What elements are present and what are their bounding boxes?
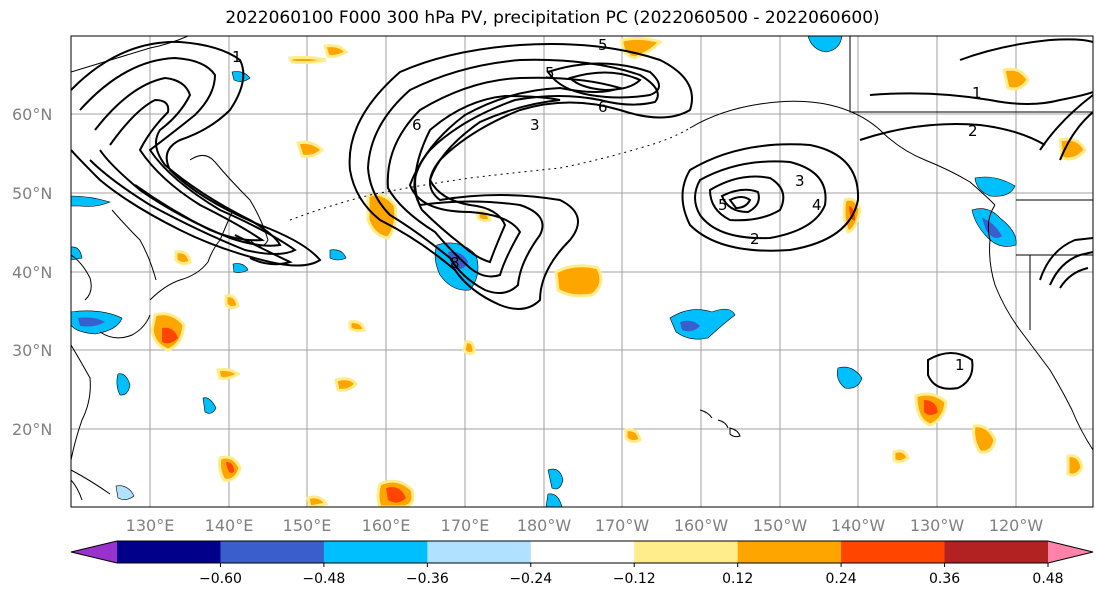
lat-label: 30°N	[12, 341, 52, 360]
contour-label: 4	[812, 196, 822, 214]
colorbar-segment	[220, 541, 325, 563]
lon-label: 170°E	[441, 516, 490, 535]
lon-label: 180°W	[517, 516, 572, 535]
lat-label: 50°N	[12, 184, 52, 203]
longitude-labels: 130°E 140°E 150°E 160°E 170°E 180°W 170°…	[126, 516, 1044, 535]
colorbar-tick-label: 0.24	[826, 571, 857, 587]
lon-label: 130°E	[126, 516, 175, 535]
contour-label: 2	[750, 230, 760, 248]
colorbar-segment	[841, 541, 946, 563]
lon-label: 170°W	[595, 516, 650, 535]
contour-label: 5	[718, 196, 728, 214]
contour-label: 5	[545, 64, 555, 82]
contour-label: 1	[232, 48, 242, 66]
contour-label: 6	[598, 98, 608, 116]
contour-label: 3	[530, 116, 540, 134]
colorbar-segment	[634, 541, 739, 563]
contour-label: 1	[972, 84, 982, 102]
precip-shading	[71, 36, 1087, 507]
colorbar-segment	[117, 541, 221, 563]
contour-labels: 1 8 3 5 6 6 3 4 2 5 1 1 2 5	[232, 36, 982, 374]
lon-label: 160°W	[674, 516, 729, 535]
contour-label: 2	[968, 122, 978, 140]
lat-label: 20°N	[12, 420, 52, 439]
colorbar-segment	[323, 541, 428, 563]
lat-label: 40°N	[12, 263, 52, 282]
colorbar-segment	[944, 541, 1049, 563]
lon-label: 150°E	[283, 516, 332, 535]
colorbar-tick-label: −0.60	[199, 571, 242, 587]
colorbar-tick-label: −0.36	[406, 571, 449, 587]
colorbar-extend-max	[1048, 541, 1093, 563]
lon-label: 120°W	[989, 516, 1044, 535]
lon-label: 130°W	[910, 516, 965, 535]
contour-label: 5	[598, 36, 608, 54]
colorbar-outline	[70, 540, 1094, 564]
lat-label: 60°N	[12, 105, 52, 124]
map-frame	[70, 35, 1094, 508]
map-title: 2022060100 F000 300 hPa PV, precipitatio…	[225, 8, 880, 28]
colorbar-tick-label: 0.48	[1032, 571, 1063, 587]
contour-label: 1	[955, 356, 965, 374]
colorbar-tick-label: −0.12	[613, 571, 656, 587]
contour-label: 8	[450, 254, 460, 272]
lon-label: 140°W	[831, 516, 886, 535]
lon-label: 140°E	[205, 516, 254, 535]
colorbar-segment	[427, 541, 532, 563]
colorbar-tick-label: −0.24	[509, 571, 552, 587]
coastlines	[71, 36, 1093, 501]
colorbar-tick-label: 0.36	[929, 571, 960, 587]
lon-label: 160°E	[362, 516, 411, 535]
pv-contours	[71, 38, 1093, 390]
lon-label: 150°W	[753, 516, 808, 535]
colorbar-segment	[530, 541, 635, 563]
colorbar: −0.60 −0.48 −0.36 −0.24 −0.12 0.12 0.24 0.36 0.4…	[70, 540, 1094, 587]
contour-label: 3	[795, 172, 805, 190]
colorbar-extend-min	[71, 541, 117, 563]
latitude-labels: 60°N 50°N 40°N 30°N 20°N	[12, 105, 52, 439]
contour-label: 6	[412, 116, 422, 134]
colorbar-tick-label: 0.12	[722, 571, 753, 587]
colorbar-segment	[737, 541, 842, 563]
colorbar-tick-label: −0.48	[302, 571, 345, 587]
